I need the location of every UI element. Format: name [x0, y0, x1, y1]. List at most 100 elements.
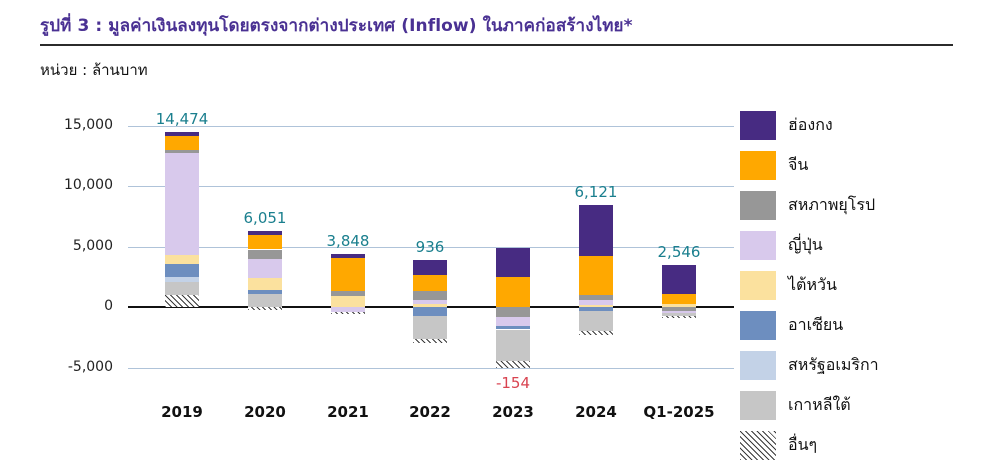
gridline [128, 368, 734, 369]
bar-segment [248, 307, 282, 310]
y-axis-tick-label: 0 [104, 298, 113, 314]
bar-segment [662, 313, 696, 317]
legend-item: อาเซียน [740, 310, 960, 340]
legend-item: สหภาพยุโรป [740, 190, 960, 220]
bar-segment [413, 291, 447, 301]
x-axis-tick-label: 2024 [575, 403, 617, 421]
bar-segment [662, 304, 696, 307]
legend-item: สหรัฐอเมริกา [740, 350, 960, 380]
bar-segment [413, 338, 447, 343]
bar-segment [413, 303, 447, 307]
bar-segment [413, 307, 447, 316]
legend-label: สหรัฐอเมริกา [788, 354, 879, 374]
bar-segment [413, 275, 447, 291]
bar-segment [496, 361, 530, 369]
legend-label: ไต้หวัน [788, 274, 837, 294]
bar-segment [579, 300, 613, 306]
gridline [128, 126, 734, 127]
x-axis-tick-label: Q1-2025 [643, 403, 715, 421]
bar-segment [579, 294, 613, 301]
legend-label: อาเซียน [788, 314, 844, 334]
bar-segment [662, 265, 696, 294]
y-axis-tick-label: 5,000 [72, 238, 113, 254]
bar-total-label: -154 [495, 374, 531, 392]
y-axis-tick-label: 15,000 [64, 117, 113, 133]
legend-swatch [740, 150, 776, 180]
bar-segment [579, 205, 613, 257]
x-axis-tick-label: 2020 [244, 403, 286, 421]
bar-segment [413, 259, 447, 276]
bar-segment [248, 277, 282, 290]
legend-label: สหภาพยุโรป [788, 194, 876, 214]
bar-segment [579, 307, 613, 311]
bar-total-label: 936 [415, 238, 445, 256]
bar-segment [496, 329, 530, 361]
bar-total-label: 3,848 [326, 232, 370, 250]
bar-segment [496, 307, 530, 318]
bar-total-label: 2,546 [657, 243, 701, 261]
x-axis-tick-label: 2019 [161, 403, 203, 421]
bar-segment [248, 231, 282, 236]
bar-segment [496, 326, 530, 330]
bar-segment [662, 310, 696, 313]
bar-segment [165, 295, 199, 307]
legend-label: ฮ่องกง [788, 114, 833, 134]
legend-swatch [740, 310, 776, 340]
bar-segment [248, 289, 282, 294]
bar-segment [331, 296, 365, 307]
legend-swatch [740, 110, 776, 140]
bar-segment [579, 331, 613, 335]
legend-item: ญี่ปุ่น [740, 230, 960, 260]
bar-segment [331, 253, 365, 259]
legend-swatch [740, 270, 776, 300]
bar-segment [413, 315, 447, 339]
legend-item: ไต้หวัน [740, 270, 960, 300]
bar-total-label: 6,051 [243, 209, 287, 227]
bar-segment [331, 258, 365, 291]
bar-segment [165, 276, 199, 283]
bar-segment [165, 282, 199, 296]
bar-segment [248, 249, 282, 260]
bar-segment [331, 307, 365, 312]
bar-segment [662, 307, 696, 311]
legend-label: ญี่ปุ่น [788, 234, 823, 254]
legend-swatch [740, 190, 776, 220]
bar-total-label: 14,474 [155, 110, 209, 128]
y-axis-tick-label: -5,000 [67, 359, 113, 375]
bar-segment [165, 131, 199, 136]
legend-swatch [740, 350, 776, 380]
bar-segment [165, 149, 199, 154]
bar-segment [248, 235, 282, 250]
bar-segment [165, 135, 199, 150]
unit-label: หน่วย : ล้านบาท [40, 61, 148, 79]
bar-segment [165, 263, 199, 277]
legend-item: ฮ่องกง [740, 110, 960, 140]
bar-segment [496, 276, 530, 308]
bar-segment [331, 311, 365, 314]
bar-segment [496, 317, 530, 327]
bar-segment [579, 305, 613, 307]
legend-item: อื่นๆ [740, 430, 960, 460]
legend-label: อื่นๆ [788, 434, 818, 454]
x-axis-tick-label: 2023 [492, 403, 534, 421]
bar-segment [248, 259, 282, 278]
y-axis-tick-label: 10,000 [64, 177, 113, 193]
title-rule [40, 44, 953, 46]
legend-swatch [740, 390, 776, 420]
page-title: รูปที่ 3 : มูลค่าเงินลงทุนโดยตรงจากต่างป… [40, 16, 633, 36]
bar-segment [331, 290, 365, 296]
gridline [128, 247, 734, 248]
legend-label: เกาหลีใต้ [788, 394, 851, 414]
bar-segment [165, 255, 199, 264]
legend-label: จีน [788, 154, 809, 174]
legend-swatch [740, 230, 776, 260]
x-axis-tick-label: 2021 [327, 403, 369, 421]
bar-segment [662, 293, 696, 305]
bar-segment [496, 247, 530, 277]
bar-total-label: 6,121 [574, 183, 618, 201]
legend: ฮ่องกงจีนสหภาพยุโรปญี่ปุ่นไต้หวันอาเซียน… [740, 110, 960, 470]
x-axis-tick-label: 2022 [409, 403, 451, 421]
bar-segment [579, 310, 613, 332]
legend-item: จีน [740, 150, 960, 180]
